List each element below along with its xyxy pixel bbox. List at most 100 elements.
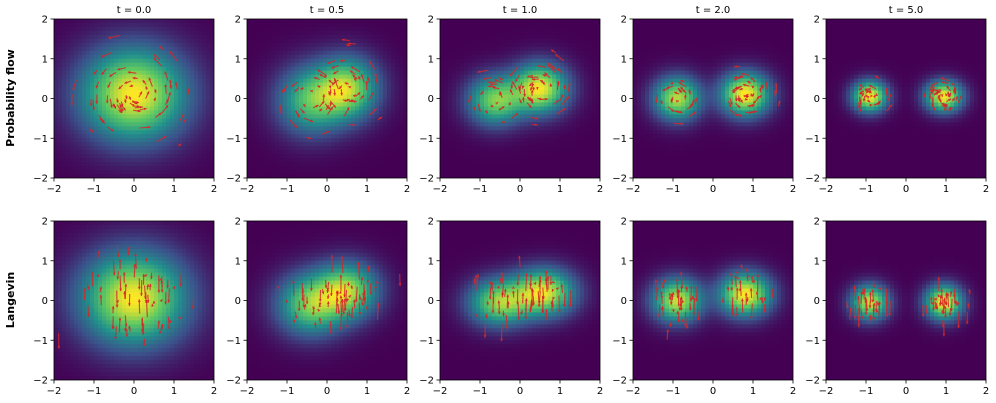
arrow-head xyxy=(518,88,522,91)
arrow-head xyxy=(681,300,685,304)
arrow-head xyxy=(312,306,315,310)
y-tick-label: 0 xyxy=(42,296,48,307)
arrow-head xyxy=(489,281,493,284)
arrow-head xyxy=(497,311,501,315)
x-tick-label: 0 xyxy=(517,386,523,397)
arrow xyxy=(517,302,520,320)
arrow-head xyxy=(101,120,105,124)
y-tick-label: 0 xyxy=(428,94,434,105)
y-tick-label: 2 xyxy=(235,15,241,26)
arrow-head xyxy=(746,298,749,302)
arrow-head xyxy=(476,274,480,277)
y-tick-label: −2 xyxy=(226,376,241,387)
arrow-head xyxy=(545,97,548,101)
y-tick-label: −1 xyxy=(612,336,627,347)
arrow-head xyxy=(512,286,515,289)
x-tick-label: 0 xyxy=(710,386,716,397)
y-tick-label: 2 xyxy=(621,217,627,228)
arrow-head xyxy=(656,286,659,290)
arrow-head xyxy=(128,325,132,329)
arrow-head xyxy=(153,57,157,61)
arrow-head xyxy=(339,274,343,278)
arrow-head xyxy=(944,305,947,309)
arrow-head xyxy=(358,76,361,80)
arrow-head xyxy=(935,88,938,92)
x-tick-label: 0 xyxy=(710,184,716,195)
arrow-head xyxy=(142,343,146,346)
arrow-head xyxy=(346,325,349,329)
arrow-head xyxy=(566,96,569,100)
arrow-head xyxy=(296,113,300,117)
arrow-head xyxy=(519,100,522,104)
arrow-head xyxy=(141,332,145,335)
arrow-head xyxy=(167,299,171,303)
arrow-head xyxy=(310,288,313,291)
arrow-head xyxy=(128,303,131,306)
arrow-head xyxy=(344,82,348,85)
arrow-head xyxy=(930,85,934,89)
arrow-field xyxy=(473,255,572,342)
arrow-head xyxy=(736,86,740,89)
arrow-head xyxy=(660,101,663,105)
arrow-head xyxy=(369,60,372,64)
arrow-head xyxy=(955,95,959,99)
y-tick-label: 1 xyxy=(814,54,820,65)
arrow-head xyxy=(398,283,402,286)
arrow-head xyxy=(729,101,733,105)
arrow-head xyxy=(97,250,101,254)
arrow-head xyxy=(944,315,947,318)
arrow-head xyxy=(930,91,934,94)
arrow-head xyxy=(871,289,875,293)
y-tick-label: 2 xyxy=(428,217,434,228)
arrow xyxy=(693,297,696,316)
x-tick-label: −2 xyxy=(433,184,448,195)
arrow-head xyxy=(366,279,370,283)
arrow-head xyxy=(472,107,476,111)
arrow-head xyxy=(555,54,559,57)
arrow-head xyxy=(327,61,331,64)
arrow-head xyxy=(928,96,932,100)
x-tick-label: 2 xyxy=(983,386,989,397)
arrow xyxy=(112,259,115,276)
arrow-head xyxy=(762,309,766,313)
arrow-head xyxy=(379,116,383,120)
arrow-head xyxy=(334,80,337,83)
arrow-head xyxy=(350,70,353,74)
arrow-head xyxy=(159,278,162,281)
arrow-head xyxy=(279,111,283,115)
arrow-head xyxy=(503,288,507,292)
arrow-head xyxy=(858,104,861,108)
arrow-head xyxy=(853,285,857,289)
arrow-head xyxy=(118,259,122,262)
x-tick-label: −2 xyxy=(626,184,641,195)
arrow-head xyxy=(301,298,305,301)
arrow-head xyxy=(294,124,297,128)
arrow-field xyxy=(655,65,781,126)
arrow-head xyxy=(358,312,362,315)
arrow-head xyxy=(739,87,743,91)
arrow-head xyxy=(956,302,960,306)
arrow-head xyxy=(877,101,881,104)
arrow-head xyxy=(740,264,743,268)
arrow-head xyxy=(116,254,120,257)
panel: −2 −1 0 1 2 −2 −1 0 1 2 xyxy=(805,15,989,196)
arrow-head xyxy=(508,102,511,106)
arrow-head xyxy=(680,86,684,90)
arrow-head xyxy=(929,296,933,300)
density-heatmap xyxy=(826,19,986,178)
arrow-head xyxy=(324,285,328,289)
arrow-head xyxy=(745,94,749,97)
arrow-head xyxy=(354,299,358,303)
x-tick-label: −2 xyxy=(240,386,255,397)
arrow-head xyxy=(760,84,764,88)
arrow-head xyxy=(333,92,337,96)
arrow-head xyxy=(857,324,861,328)
arrow-head xyxy=(532,83,535,87)
arrow-head xyxy=(552,296,556,300)
arrow-head xyxy=(154,89,157,92)
arrow-head xyxy=(373,108,377,112)
x-tick-label: 0 xyxy=(517,184,523,195)
arrow-head xyxy=(126,252,130,256)
x-tick-label: −2 xyxy=(433,386,448,397)
x-tick-label: 1 xyxy=(750,184,756,195)
